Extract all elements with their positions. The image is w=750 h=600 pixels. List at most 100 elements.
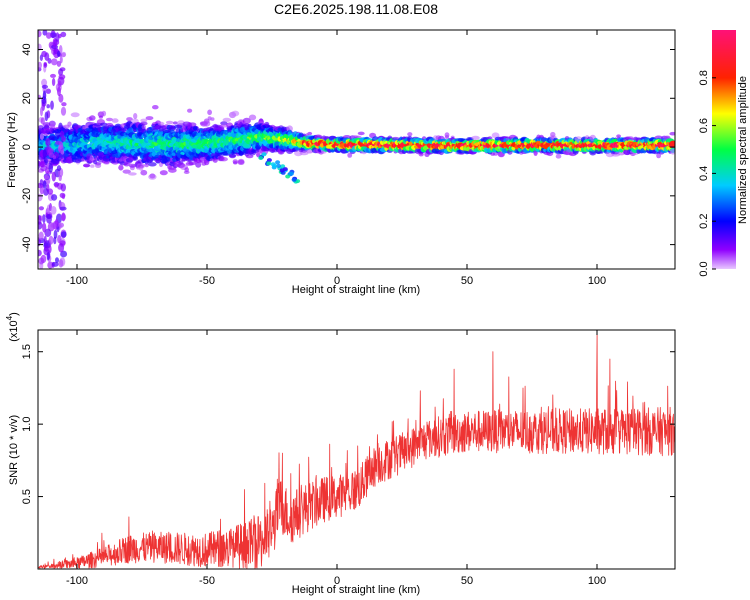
spectrogram-scatter-cell: [61, 102, 67, 107]
spectrogram-cell: [126, 117, 133, 122]
figure-title: C2E6.2025.198.11.08.E08: [274, 1, 438, 17]
snr-frame: [37, 329, 676, 570]
snr-y-axis-label: SNR (10 * v/v): [8, 415, 20, 485]
spectrogram-cell: [391, 136, 400, 141]
spectrogram-cell: [159, 170, 168, 176]
spectrogram-cell: [118, 165, 124, 170]
spectrogram-scatter-cell: [50, 223, 57, 229]
colorbar: 0.0 0.2 0.4 0.6 0.8 Normalized spectral ampl…: [698, 30, 749, 277]
spectrogram-cell: [407, 132, 413, 137]
spectrogram-cell: [89, 115, 96, 121]
spectrogram-scatter-cell: [40, 117, 45, 125]
spectrogram-scatter-cell: [42, 30, 48, 36]
spectrogram-scatter-cell: [52, 155, 56, 160]
spectrogram-cell: [111, 118, 119, 123]
spectrogram-cell: [237, 159, 245, 165]
spectrogram-cell: [187, 108, 193, 113]
snr-plot-area: [38, 330, 675, 569]
spectrogram-scatter-cell: [49, 127, 54, 132]
spectrogram-scatter-cell: [60, 183, 66, 192]
spectrogram-scatter-cell: [55, 257, 59, 263]
spectrogram-scatter-cell: [58, 122, 63, 131]
spectrogram-cell: [471, 135, 480, 140]
spectrogram-cell: [148, 174, 157, 180]
spectrogram-scatter-cell: [58, 74, 66, 80]
spectrogram-branch-cell: [266, 161, 272, 166]
x-tick-label: -100: [66, 575, 88, 587]
spectrogram-scatter-cell: [57, 235, 62, 244]
spectrogram-scatter-cell: [45, 137, 51, 147]
spectrogram-cell: [133, 113, 138, 120]
y-tick-label: 1.5: [21, 344, 33, 359]
spectrogram-cell: [203, 120, 211, 127]
spectrogram-cell: [357, 131, 365, 136]
colorbar-tick-label: 0.2: [698, 214, 710, 229]
spectrogram-scatter-cell: [50, 100, 54, 110]
spectrogram-panel: -100 -50 0 50 100 -40 -20 0 20 40 Height of stra…: [6, 29, 676, 296]
spectrogram-cell: [128, 163, 136, 168]
spectrogram-cell: [445, 135, 449, 140]
spectrogram-scatter-cell: [39, 133, 45, 140]
spectrogram-scatter-cell: [38, 160, 41, 170]
spectrogram-scatter-cell: [47, 261, 54, 269]
spectrogram-branch-cell: [258, 156, 264, 160]
colorbar-gradient: [712, 30, 736, 269]
spectrogram-scatter-cell: [43, 188, 49, 196]
spectrogram-cell: [152, 105, 159, 110]
spectrogram-scatter-cell: [58, 68, 64, 76]
x-tick-label: 50: [461, 575, 473, 587]
spectrogram-cell: [42, 122, 51, 127]
spectrogram-frame: [37, 29, 676, 270]
spectrogram-scatter-cell: [56, 50, 61, 58]
spectrogram-scatter-cell: [51, 77, 56, 87]
spectrogram-cell: [83, 164, 91, 168]
spectrogram-cell: [669, 131, 675, 136]
spectrogram-scatter-cell: [59, 206, 67, 211]
spectrogram-scatter-cell: [38, 30, 42, 38]
spectrogram-scatter-cell: [51, 171, 56, 182]
spectrogram-cell: [670, 149, 675, 155]
spectrogram-branch-cell: [261, 152, 267, 157]
spectrogram-branch-cell: [276, 163, 282, 168]
spectrogram-cell: [212, 157, 218, 163]
colorbar-tick-label: 0.6: [698, 118, 710, 133]
spectrogram-cell: [229, 154, 236, 158]
spectrogram-cell: [219, 124, 229, 128]
spectrogram-scatter-cell: [47, 188, 54, 195]
y-tick-label: 40: [21, 43, 33, 55]
spectrogram-scatter-cell: [60, 31, 67, 38]
spectrogram-cell: [67, 121, 72, 127]
snr-y-multiplier-exponent: 4: [5, 315, 14, 320]
spectrogram-branch-cell: [266, 158, 272, 163]
spectrogram-branch-cell: [282, 167, 288, 172]
spectrogram-cell: [188, 122, 197, 127]
spectrogram-scatter-cell: [51, 261, 59, 267]
spectrogram-scatter-cell: [41, 84, 49, 89]
spectrogram-scatter-cell: [44, 245, 49, 252]
spectrogram-cell: [219, 157, 228, 162]
spectrogram-cell: [144, 163, 149, 168]
spectrogram-scatter-cell: [42, 90, 47, 100]
spectrogram-cell: [140, 169, 148, 176]
spectrogram-scatter-cell: [41, 50, 47, 58]
spectrogram-scatter-cell: [55, 140, 61, 145]
spectrogram-scatter-cell: [38, 130, 41, 135]
spectrogram-cell: [64, 124, 70, 130]
y-tick-label: 20: [21, 92, 33, 104]
spectrogram-scatter-cell: [58, 222, 64, 228]
spectrogram-cell: [195, 161, 202, 168]
spectrogram-cell: [188, 161, 197, 166]
spectrogram-cell: [626, 136, 634, 140]
spectrogram-cell: [299, 151, 309, 156]
spectrogram-branch-cell: [291, 177, 297, 182]
spectrogram-scatter-cell: [53, 229, 58, 239]
spectrogram-cell: [138, 166, 144, 171]
y-tick-label: -40: [21, 237, 33, 253]
y-tick-label: 0.5: [21, 489, 33, 504]
spectrogram-cell: [106, 117, 113, 122]
spectrogram-cell: [70, 112, 80, 118]
spectrogram-scatter-cell: [46, 32, 52, 39]
spectrogram-scatter-cell: [60, 106, 67, 116]
colorbar-label: Normalized spectral amplitude: [737, 76, 749, 224]
